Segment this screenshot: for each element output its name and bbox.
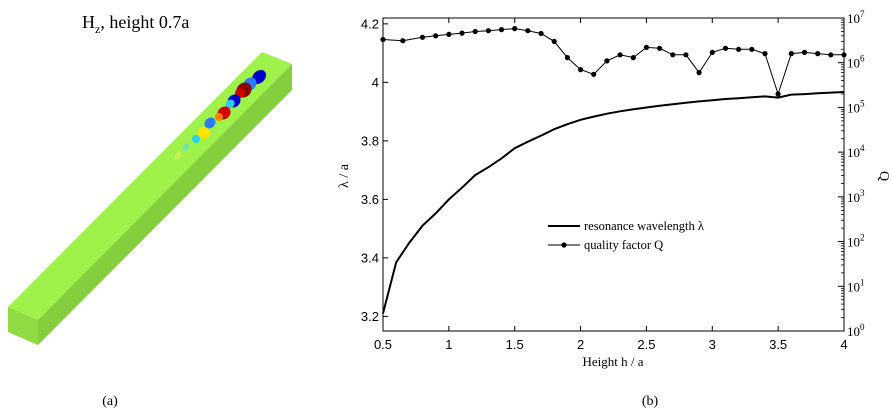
series-q-point: [762, 51, 768, 57]
series-q-point: [433, 33, 439, 39]
panel-b-chart: 0.5 1 1.5 2 2.5 3 3.5 4 3.2 3.4 3.6 3.8 4 4.2 100 101…: [337, 9, 891, 409]
series-q-point: [591, 71, 597, 77]
series-q-point: [525, 28, 531, 34]
slab-side-face: [38, 64, 292, 345]
series-q-point: [617, 52, 623, 58]
series-q-point: [736, 46, 742, 52]
caption-b: (b): [642, 394, 659, 409]
panel-a-field-plot: Hz, height 0.7a (a): [8, 12, 292, 409]
series-q-point: [749, 46, 755, 52]
legend-label-wavelength: resonance wavelength λ: [584, 219, 704, 233]
series-layer: [380, 26, 847, 314]
x-tick-label: 3: [709, 337, 716, 352]
x-tick-label: 3.5: [769, 337, 787, 352]
x-tick-label: 0.5: [374, 337, 392, 352]
y-right-tick-label: 102: [847, 233, 865, 250]
y-axis-left: 3.2 3.4 3.6 3.8 4 4.2: [361, 16, 388, 324]
y-right-tick-label: 107: [847, 9, 865, 26]
series-q-point: [788, 51, 794, 57]
y-axis-right-label: Q: [876, 171, 891, 181]
series-q-point: [400, 38, 406, 44]
y-right-tick-label: 105: [847, 98, 865, 115]
x-axis-label: Height h / a: [582, 354, 643, 369]
series-q-point: [538, 30, 544, 37]
y-right-tick-label: 103: [847, 188, 865, 205]
series-q-line: [382, 28, 844, 96]
series-q-point: [775, 91, 781, 97]
y-left-tick-label: 3.4: [361, 250, 379, 265]
series-q-point: [683, 52, 689, 58]
series-q-point: [472, 28, 478, 35]
field-blob: [204, 117, 216, 129]
field-blob: [182, 143, 190, 151]
series-q-point: [498, 27, 505, 33]
series-q-point: [643, 44, 650, 51]
series-q-point: [512, 26, 518, 32]
y-axis-left-label: λ / a: [337, 163, 352, 188]
plot-frame: [382, 17, 845, 332]
slab-front-face: [8, 307, 38, 345]
title-suffix: , height 0.7a: [100, 12, 189, 32]
series-q-point: [604, 58, 610, 64]
field-blob: [198, 127, 210, 139]
caption-a: (a): [102, 394, 118, 409]
series-q-point: [564, 55, 571, 61]
y-axis-right: 100 101 102 103 104 105 106 107: [838, 9, 865, 339]
series-q-point: [446, 31, 452, 37]
x-axis: 0.5 1 1.5 2 2.5 3 3.5 4: [374, 18, 848, 352]
series-q-point: [657, 45, 663, 51]
y-left-tick-label: 4: [372, 75, 379, 90]
series-q-point: [722, 45, 729, 51]
field-pattern: [174, 69, 267, 160]
series-q-point: [696, 70, 702, 76]
series-q-point: [551, 38, 557, 45]
x-tick-label: 2: [577, 337, 584, 352]
series-q-point: [419, 34, 426, 40]
y-right-tick-label: 106: [847, 54, 865, 71]
series-q-point: [630, 55, 636, 61]
y-right-tick-label: 104: [847, 143, 865, 160]
y-right-tick-label: 100: [847, 322, 865, 339]
y-right-tick-label: 101: [847, 277, 865, 294]
series-q-point: [709, 49, 715, 56]
series-q-point: [670, 52, 676, 58]
field-blob: [225, 99, 235, 109]
series-q-point: [578, 67, 584, 73]
series-q-point: [459, 30, 465, 36]
series-q-point: [485, 28, 491, 34]
y-left-tick-label: 4.2: [361, 16, 379, 31]
legend-label-q: quality factor Q: [584, 238, 663, 252]
y-left-tick-label: 3.6: [361, 192, 379, 207]
series-q-point: [841, 52, 847, 58]
field-blob: [215, 113, 223, 122]
field-blob: [174, 152, 182, 160]
x-tick-label: 1.5: [506, 337, 524, 352]
panel-a-title: Hz, height 0.7a: [82, 12, 189, 36]
field-blob: [192, 135, 200, 143]
series-wavelength-line: [382, 91, 845, 314]
series-q-point: [828, 52, 834, 58]
y-left-tick-label: 3.8: [361, 133, 379, 148]
series-q-point: [801, 49, 808, 56]
title-subscript: z: [95, 22, 100, 36]
series-q-point: [380, 36, 386, 43]
series-q-point: [815, 51, 821, 57]
x-tick-label: 2.5: [637, 337, 655, 352]
x-tick-label: 4: [840, 337, 847, 352]
legend-marker-q: [561, 242, 567, 248]
y-left-tick-label: 3.2: [361, 309, 379, 324]
legend: resonance wavelength λ quality factor Q: [548, 219, 704, 252]
x-tick-label: 1: [445, 337, 452, 352]
title-field-symbol: H: [82, 12, 95, 32]
